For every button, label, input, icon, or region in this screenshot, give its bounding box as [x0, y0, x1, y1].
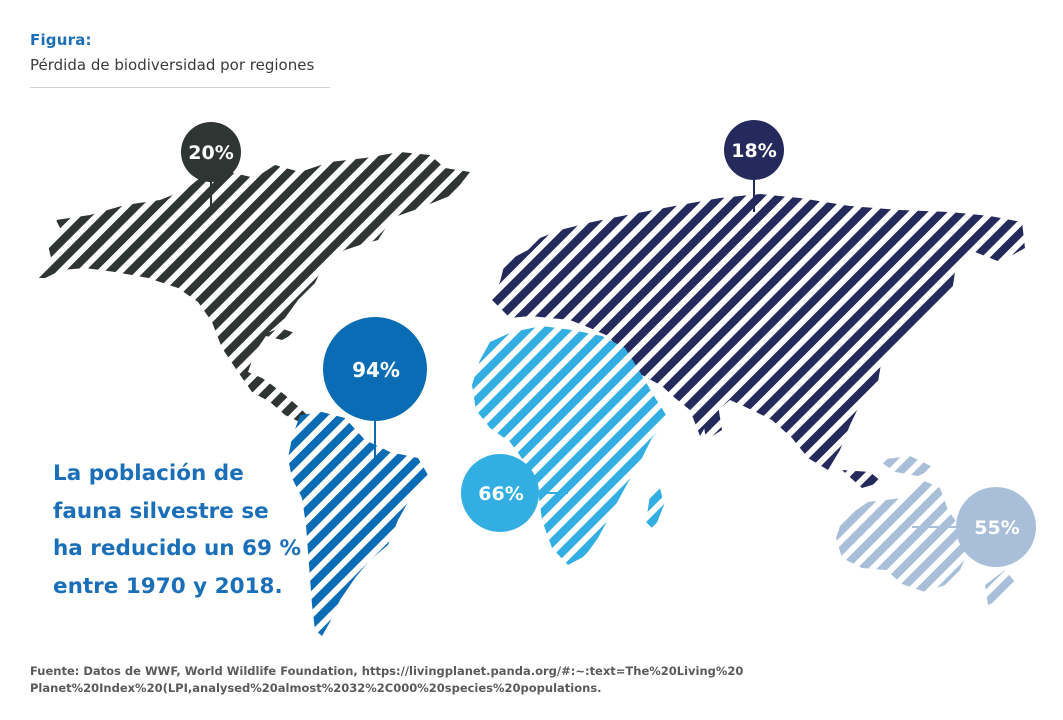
- figure-label: Figura:: [30, 31, 92, 49]
- bubble-europe-asia: 18%: [724, 120, 784, 180]
- svg-text:94%: 94%: [352, 358, 400, 382]
- callout-connectors: [210, 178, 958, 528]
- south-america-landmass: [288, 412, 428, 636]
- headline: La población de fauna silvestre se ha re…: [53, 455, 353, 605]
- headline-line: entre 1970 y 2018.: [53, 573, 283, 599]
- eurasia-landmass: [492, 194, 1025, 488]
- africa-landmass: [472, 326, 668, 565]
- bubble-north-america: 20%: [181, 122, 241, 182]
- headline-line: fauna silvestre se: [53, 498, 269, 524]
- bubble-africa: 66%: [461, 454, 539, 532]
- source-line: Fuente: Datos de WWF, World Wildlife Fou…: [30, 664, 744, 678]
- source-line: Planet%20Index%20(LPI,analysed%20almost%…: [30, 681, 602, 695]
- svg-text:66%: 66%: [478, 483, 523, 505]
- svg-text:18%: 18%: [731, 140, 776, 162]
- headline-line: ha reducido un 69 %: [53, 536, 301, 561]
- oceania-landmass: [836, 456, 1015, 605]
- bubble-latin-america: 94%: [323, 317, 427, 421]
- figure-title: Pérdida de biodiversidad por regiones: [30, 56, 315, 74]
- svg-text:55%: 55%: [974, 517, 1019, 539]
- headline-line: La población de: [53, 461, 244, 486]
- north-america-landmass: [32, 152, 470, 424]
- source-note: Fuente: Datos de WWF, World Wildlife Fou…: [30, 663, 790, 697]
- svg-text:20%: 20%: [188, 142, 233, 164]
- bubble-oceania: 55%: [956, 487, 1036, 567]
- header-divider: [30, 87, 330, 88]
